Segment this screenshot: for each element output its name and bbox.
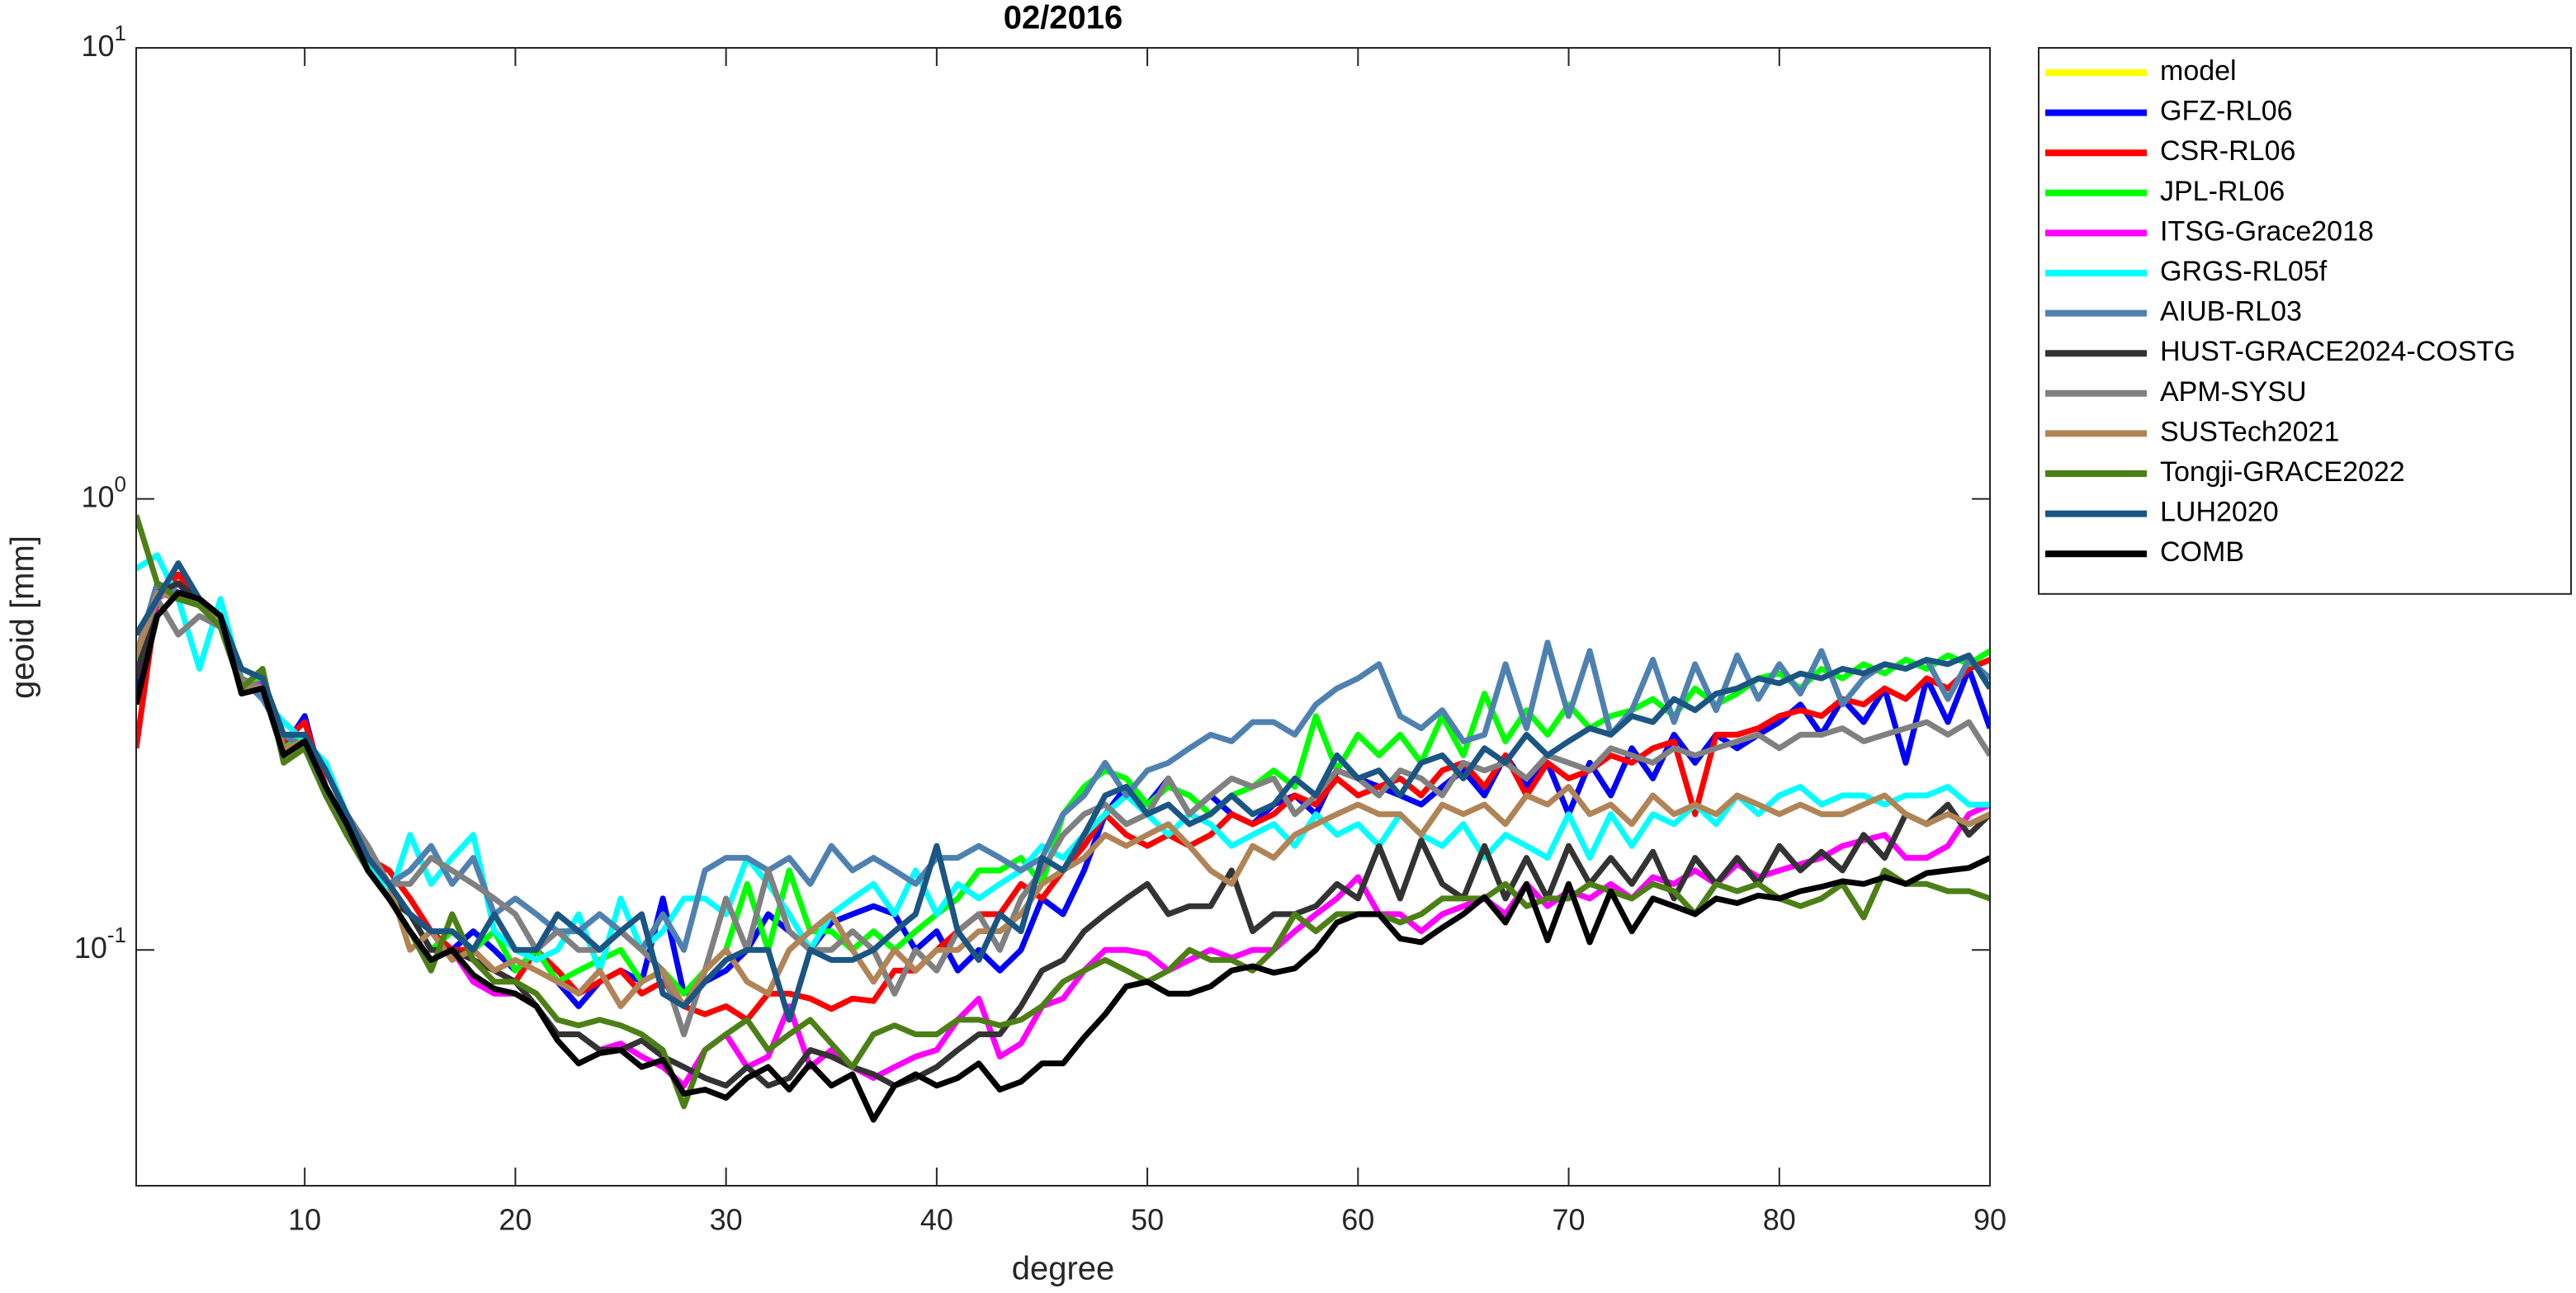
x-tick-label: 20 xyxy=(499,1203,532,1237)
legend-label: APM-SYSU xyxy=(2160,376,2307,408)
legend-label: CSR-RL06 xyxy=(2160,135,2295,167)
series-line xyxy=(136,589,1990,1123)
x-tick-label: 50 xyxy=(1131,1203,1164,1237)
legend-label: LUH2020 xyxy=(2160,497,2279,528)
x-tick-label: 60 xyxy=(1341,1203,1374,1237)
y-axis-label: geoid [mm] xyxy=(5,536,41,699)
legend-label: Tongji-GRACE2022 xyxy=(2160,456,2405,488)
x-tick-label: 90 xyxy=(1973,1203,2006,1237)
legend-label: GFZ-RL06 xyxy=(2160,96,2293,127)
y-tick-label: 10-1 xyxy=(74,923,126,965)
series-line xyxy=(136,560,1990,1023)
series-line xyxy=(136,596,1990,1037)
x-tick-label: 80 xyxy=(1763,1203,1796,1237)
legend-label: GRGS-RL05f xyxy=(2160,256,2328,287)
x-tick-label: 40 xyxy=(920,1203,953,1237)
legend-label: COMB xyxy=(2160,536,2244,568)
plot-lines xyxy=(136,514,1990,1123)
y-tick-label: 100 xyxy=(81,471,126,513)
legend-label: model xyxy=(2160,55,2237,87)
x-tick-label: 70 xyxy=(1553,1203,1586,1237)
legend-label: JPL-RL06 xyxy=(2160,176,2285,207)
legend-label: AIUB-RL03 xyxy=(2160,296,2302,328)
axes-box xyxy=(135,47,1991,1187)
legend-box xyxy=(2038,47,2572,595)
x-tick-label: 30 xyxy=(710,1203,743,1237)
legend-label: ITSG-Grace2018 xyxy=(2160,215,2374,247)
x-tick-label: 10 xyxy=(288,1203,321,1237)
legend-label: SUSTech2021 xyxy=(2160,416,2339,447)
x-axis-label: degree xyxy=(1012,1251,1115,1287)
legend-label: HUST-GRACE2024-COSTG xyxy=(2160,336,2516,367)
y-tick-label: 101 xyxy=(81,21,126,63)
chart-title: 02/2016 xyxy=(1004,0,1123,36)
